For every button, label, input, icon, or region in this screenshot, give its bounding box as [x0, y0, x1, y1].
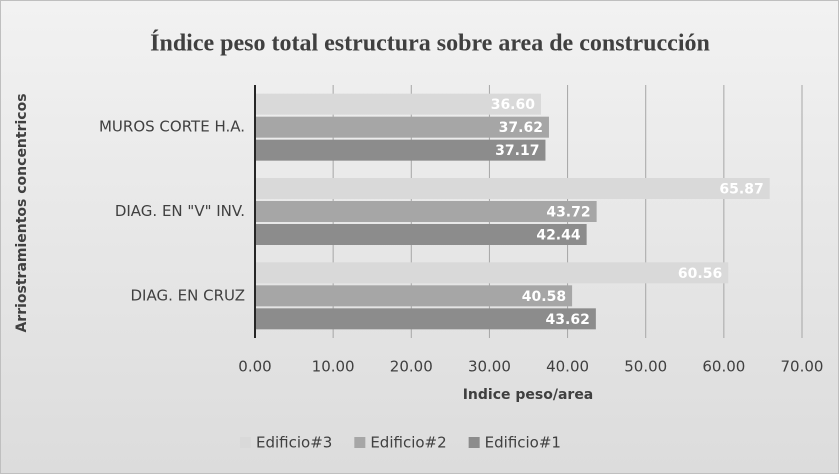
legend-label: Edificio#2	[370, 434, 446, 452]
chart-title: Índice peso total estructura sobre area …	[150, 31, 710, 57]
x-tick-label: 30.00	[468, 358, 511, 376]
bar	[255, 262, 729, 284]
y-axis-title: Arriostramientos concentricos	[14, 93, 30, 332]
bar	[255, 224, 587, 245]
bar	[255, 139, 546, 161]
y-tick-label: DIAG. EN CRUZ	[131, 286, 246, 304]
legend-swatch	[354, 437, 366, 448]
legend-swatch	[468, 437, 480, 448]
value-label: 43.72	[546, 205, 590, 221]
bar	[255, 178, 770, 199]
bar	[255, 93, 542, 115]
x-tick-label: 60.00	[702, 358, 745, 376]
value-label: 37.62	[499, 120, 543, 136]
bar	[255, 116, 549, 138]
bar	[255, 201, 597, 222]
x-axis-title: Indice peso/area	[463, 387, 594, 403]
value-label: 65.87	[719, 182, 763, 198]
value-label: 60.56	[678, 266, 722, 282]
value-label: 40.58	[522, 289, 566, 305]
x-tick-label: 70.00	[781, 358, 824, 376]
x-tick-label: 50.00	[624, 358, 667, 376]
bar	[255, 308, 596, 330]
legend-label: Edificio#1	[485, 434, 561, 452]
legend-label: Edificio#3	[256, 434, 332, 452]
y-tick-label: MUROS CORTE H.A.	[99, 118, 245, 136]
legend-swatch	[240, 437, 251, 448]
value-label: 36.60	[491, 97, 536, 113]
value-label: 37.17	[495, 143, 539, 159]
x-tick-label: 0.00	[238, 358, 271, 376]
value-label: 42.44	[536, 228, 581, 244]
x-tick-label: 20.00	[390, 358, 433, 376]
value-label: 43.62	[546, 312, 590, 328]
y-tick-label: DIAG. EN "V" INV.	[115, 202, 245, 220]
x-tick-label: 10.00	[312, 358, 355, 376]
bar	[255, 285, 573, 307]
x-tick-label: 40.00	[546, 358, 589, 376]
